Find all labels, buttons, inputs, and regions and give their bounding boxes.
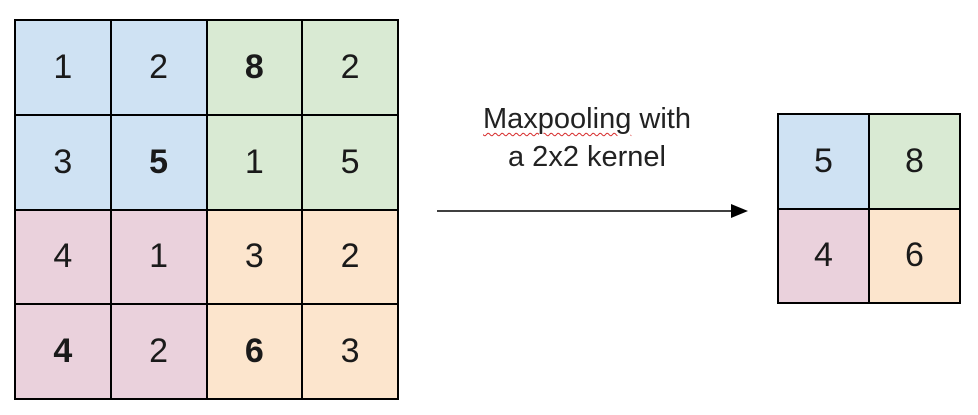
input-cell-r1-c3: 8 — [207, 21, 302, 114]
input-cell-r1-c4: 2 — [303, 21, 397, 114]
input-cell-r2-c3: 1 — [207, 115, 302, 209]
operation-caption: Maxpooling with a 2x2 kernel — [452, 100, 722, 176]
input-cell-r4-c3: 6 — [207, 305, 302, 398]
input-cell-r4-c1: 4 — [16, 305, 110, 398]
input-cell-r1-c2: 2 — [111, 21, 206, 114]
input-cell-r2-c2: 5 — [111, 115, 206, 209]
input-cell-r2-c1: 3 — [16, 115, 110, 209]
caption-word-maxpooling: Maxpooling — [483, 103, 632, 135]
input-cell-r3-c2: 1 — [111, 210, 206, 304]
output-cell-r2-c2: 6 — [870, 209, 959, 302]
input-cell-r3-c3: 3 — [207, 210, 302, 304]
input-cell-r4-c4: 3 — [303, 305, 397, 398]
input-cell-r4-c2: 2 — [111, 305, 206, 398]
caption-word-with: with — [631, 103, 691, 135]
input-cell-r3-c4: 2 — [303, 210, 397, 304]
input-cell-r3-c1: 4 — [16, 210, 110, 304]
output-cell-r1-c1: 5 — [779, 115, 868, 208]
caption-line-2: a 2x2 kernel — [508, 141, 666, 173]
input-cell-r2-c4: 5 — [303, 115, 397, 209]
arrow-head-icon — [731, 204, 748, 218]
output-cell-r1-c2: 8 — [870, 115, 959, 208]
output-cell-r2-c1: 4 — [779, 209, 868, 302]
input-cell-r1-c1: 1 — [16, 21, 110, 114]
